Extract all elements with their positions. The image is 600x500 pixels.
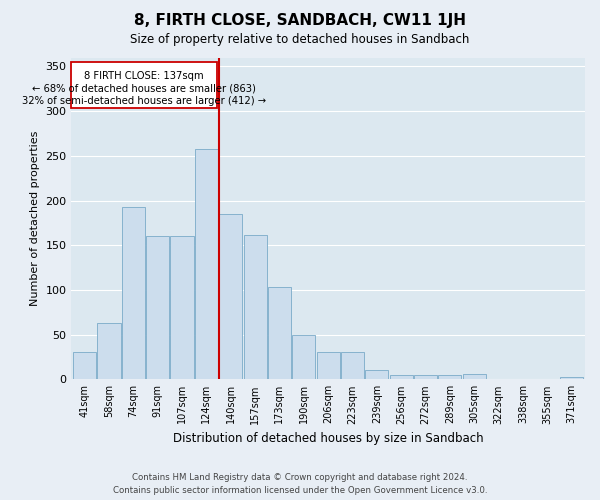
Bar — [195, 148, 218, 380]
Text: 8 FIRTH CLOSE: 137sqm: 8 FIRTH CLOSE: 137sqm — [84, 71, 204, 81]
Bar — [439, 375, 461, 380]
Bar — [365, 370, 388, 380]
Bar — [73, 352, 96, 380]
X-axis label: Distribution of detached houses by size in Sandbach: Distribution of detached houses by size … — [173, 432, 484, 445]
Bar — [560, 376, 583, 380]
Bar — [146, 236, 169, 380]
Text: 32% of semi-detached houses are larger (412) →: 32% of semi-detached houses are larger (… — [22, 96, 266, 106]
Text: ← 68% of detached houses are smaller (863): ← 68% of detached houses are smaller (86… — [32, 84, 256, 94]
Bar — [97, 323, 121, 380]
Text: Contains HM Land Registry data © Crown copyright and database right 2024.
Contai: Contains HM Land Registry data © Crown c… — [113, 474, 487, 495]
Bar — [122, 207, 145, 380]
Bar — [292, 334, 316, 380]
Bar — [463, 374, 486, 380]
Y-axis label: Number of detached properties: Number of detached properties — [30, 130, 40, 306]
Text: Size of property relative to detached houses in Sandbach: Size of property relative to detached ho… — [130, 32, 470, 46]
Bar — [341, 352, 364, 380]
Bar — [389, 375, 413, 380]
FancyBboxPatch shape — [71, 62, 217, 108]
Text: 8, FIRTH CLOSE, SANDBACH, CW11 1JH: 8, FIRTH CLOSE, SANDBACH, CW11 1JH — [134, 12, 466, 28]
Bar — [317, 352, 340, 380]
Bar — [170, 236, 194, 380]
Bar — [219, 214, 242, 380]
Bar — [244, 236, 266, 380]
Bar — [414, 375, 437, 380]
Bar — [268, 287, 291, 380]
